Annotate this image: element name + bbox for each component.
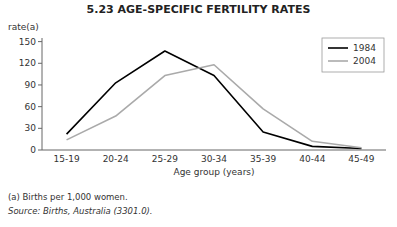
y-axis-line: [42, 38, 43, 150]
y-tick: [38, 41, 42, 42]
y-tick-label: 90: [25, 80, 37, 90]
legend-swatch: [328, 47, 348, 49]
y-tick-label: 60: [25, 102, 37, 112]
y-axis-label: rate(a): [8, 22, 39, 32]
plot-area: [67, 51, 362, 149]
y-tick-label: 120: [19, 58, 36, 68]
x-tick-label: 40-44: [299, 154, 325, 164]
x-axis-line: [42, 150, 386, 151]
y-tick: [38, 150, 42, 151]
y-tick-label: 0: [30, 145, 36, 155]
background: [0, 0, 397, 227]
x-tick-label: 30-34: [201, 154, 227, 164]
x-tick-label: 25-29: [152, 154, 178, 164]
x-tick-label: 45-49: [348, 154, 374, 164]
legend-label: 2004: [353, 56, 376, 66]
footnote: (a) Births per 1,000 women.: [8, 192, 128, 202]
y-tick: [38, 106, 42, 107]
title: 5.23 AGE-SPECIFIC FERTILITY RATES: [87, 3, 311, 16]
x-axis-label: Age group (years): [173, 167, 254, 177]
legend-swatch: [328, 60, 348, 62]
series-line: [67, 65, 362, 148]
y-tick: [38, 84, 42, 85]
legend-label: 1984: [353, 43, 376, 53]
y-tick: [38, 63, 42, 64]
x-tick-label: 15-19: [53, 154, 79, 164]
x-tick-label: 35-39: [250, 154, 276, 164]
chart: 5.23 AGE-SPECIFIC FERTILITY RATES rate(a)…: [0, 0, 397, 227]
y-tick-label: 30: [25, 123, 37, 133]
x-tick-label: 20-24: [103, 154, 129, 164]
y-tick-label: 150: [19, 37, 36, 47]
legend: 1984 2004: [322, 38, 384, 72]
footnote: Source: Births, Australia (3301.0).: [8, 206, 153, 216]
legend-box: [322, 38, 384, 72]
y-tick: [38, 128, 42, 129]
series-line: [67, 51, 362, 149]
